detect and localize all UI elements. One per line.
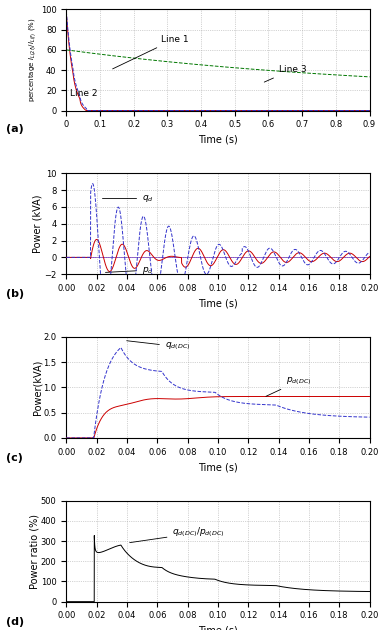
Text: (c): (c) [6,453,23,463]
X-axis label: Time (s): Time (s) [198,135,238,145]
X-axis label: Time (s): Time (s) [198,626,238,630]
Text: $p_d$: $p_d$ [105,265,154,276]
Text: $q_d$: $q_d$ [102,193,154,204]
Text: $q_{d(DC)}$: $q_{d(DC)}$ [127,341,190,353]
Text: $p_{d(DC)}$: $p_{d(DC)}$ [266,375,312,396]
Y-axis label: Power(kVA): Power(kVA) [32,360,42,415]
Text: Line 2: Line 2 [70,89,97,98]
Y-axis label: percentage $I_{L(2f)}/I_{L(f)}$ (%): percentage $I_{L(2f)}/I_{L(f)}$ (%) [27,18,38,102]
Y-axis label: Power (kVA): Power (kVA) [33,195,43,253]
Text: (a): (a) [6,123,23,134]
X-axis label: Time (s): Time (s) [198,462,238,472]
Text: Line 3: Line 3 [264,65,306,82]
Text: (b): (b) [6,289,24,299]
Text: (d): (d) [6,617,24,627]
Text: Line 1: Line 1 [113,35,188,69]
X-axis label: Time (s): Time (s) [198,299,238,309]
Text: $q_{d(DC)}/p_{d(DC)}$: $q_{d(DC)}/p_{d(DC)}$ [130,525,225,542]
Y-axis label: Power ratio (%): Power ratio (%) [29,513,39,588]
